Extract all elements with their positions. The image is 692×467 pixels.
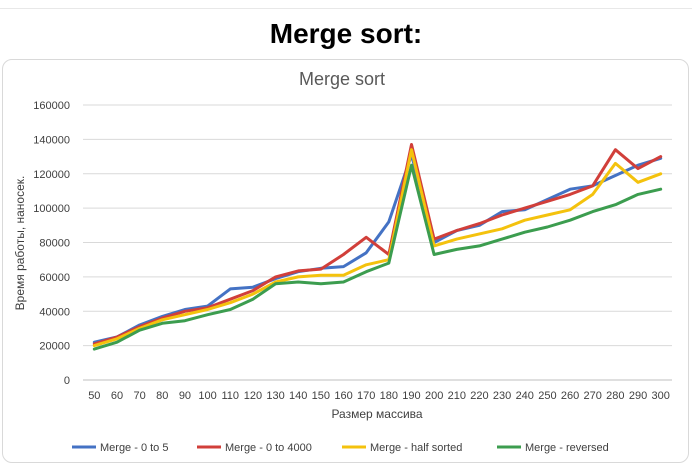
y-tick-label: 20000 — [39, 341, 70, 353]
legend-label: Merge - 0 to 5 — [100, 442, 168, 454]
y-tick-label: 80000 — [39, 238, 70, 250]
top-divider — [0, 8, 692, 9]
legend-label: Merge - 0 to 4000 — [225, 442, 312, 454]
x-tick-label: 110 — [221, 390, 239, 402]
legend-item-2: Merge - half sorted — [342, 442, 462, 454]
x-tick-label: 240 — [516, 390, 534, 402]
chart-title: Merge sort — [299, 69, 385, 89]
x-tick-label: 250 — [538, 390, 556, 402]
y-tick-label: 60000 — [39, 272, 70, 284]
x-tick-label: 280 — [606, 390, 624, 402]
legend-label: Merge - half sorted — [370, 442, 462, 454]
y-axis-tick-labels: 0 20000 40000 60000 80000 100000 120000 140000 1… — [33, 100, 70, 387]
x-tick-label: 80 — [156, 390, 168, 402]
x-axis-label: Размер массива — [331, 407, 422, 421]
y-tick-label: 140000 — [33, 134, 70, 146]
legend: Merge - 0 to 5 Merge - 0 to 4000 Merge - h… — [72, 442, 609, 454]
x-tick-label: 150 — [312, 390, 330, 402]
y-tick-label: 120000 — [33, 169, 70, 181]
x-tick-label: 120 — [244, 390, 262, 402]
legend-item-3: Merge - reversed — [497, 442, 609, 454]
legend-item-0: Merge - 0 to 5 — [72, 442, 168, 454]
x-axis-tick-labels: 50 60 70 80 90 100 110 120 130 140 150 160 170 180 190… — [88, 390, 670, 402]
legend-item-1: Merge - 0 to 4000 — [197, 442, 312, 454]
x-tick-label: 90 — [179, 390, 191, 402]
x-tick-label: 260 — [561, 390, 579, 402]
x-tick-label: 130 — [266, 390, 284, 402]
series-line-2 — [92, 148, 663, 348]
x-tick-label: 300 — [651, 390, 669, 402]
chart-card — [2, 59, 689, 463]
y-tick-label: 0 — [64, 375, 70, 387]
series-lines — [92, 143, 663, 351]
x-tick-label: 140 — [289, 390, 307, 402]
x-tick-label: 100 — [198, 390, 216, 402]
x-tick-label: 50 — [88, 390, 100, 402]
y-axis-label: Время работы, наносек. — [13, 176, 27, 311]
x-tick-label: 60 — [111, 390, 123, 402]
series-line-1 — [92, 143, 663, 346]
x-tick-label: 160 — [334, 390, 352, 402]
x-tick-label: 230 — [493, 390, 511, 402]
x-tick-label: 190 — [402, 390, 420, 402]
x-tick-label: 210 — [448, 390, 466, 402]
x-tick-label: 220 — [470, 390, 488, 402]
y-tick-label: 40000 — [39, 306, 70, 318]
gridlines — [83, 104, 672, 381]
series-line-3 — [92, 163, 663, 351]
x-tick-label: 200 — [425, 390, 443, 402]
x-tick-label: 170 — [357, 390, 375, 402]
x-tick-label: 180 — [380, 390, 398, 402]
x-tick-label: 270 — [584, 390, 602, 402]
series-line-0 — [92, 153, 663, 344]
x-tick-label: 70 — [134, 390, 146, 402]
x-tick-label: 290 — [629, 390, 647, 402]
y-tick-label: 100000 — [33, 203, 70, 215]
y-tick-label: 160000 — [33, 100, 70, 112]
page-heading: Merge sort: — [269, 18, 423, 49]
legend-label: Merge - reversed — [525, 442, 609, 454]
